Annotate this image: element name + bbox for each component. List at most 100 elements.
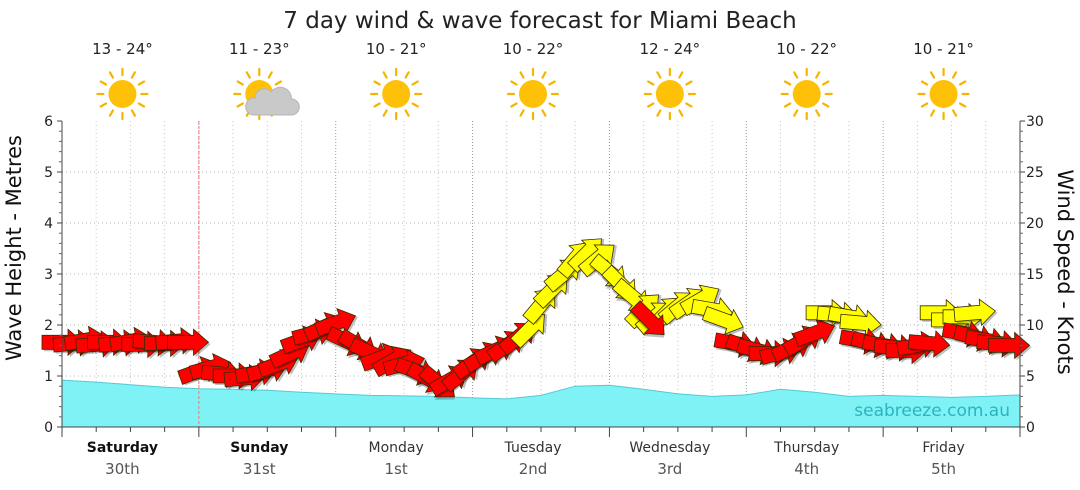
cloud-shape — [245, 86, 300, 116]
sun-ray — [99, 102, 108, 108]
temp-label: 10 - 21° — [366, 40, 427, 58]
sun-ray — [404, 71, 410, 79]
sun-ray — [411, 80, 419, 86]
y-right-tick-label: 10 — [1026, 318, 1044, 334]
sun-ray — [920, 102, 929, 108]
y-left-tick-label: 0 — [44, 420, 53, 436]
wind-arrow-shape — [988, 331, 1031, 360]
sun-icon — [780, 67, 833, 121]
y-right-tick-label: 25 — [1026, 165, 1044, 181]
sun-ray — [108, 109, 115, 117]
day-name-label: Saturday — [87, 440, 158, 456]
y-right-tick-label: 30 — [1026, 114, 1044, 130]
sun-ray — [541, 109, 547, 117]
sun-ray — [274, 80, 283, 86]
sun-ray — [815, 71, 821, 79]
weather-icons — [96, 67, 970, 121]
wave-area — [62, 380, 1020, 427]
sun-ray — [951, 71, 958, 79]
wave-line — [61, 379, 1021, 400]
sun-ray — [382, 71, 388, 79]
sun-ray — [958, 102, 967, 108]
sun-ray — [647, 102, 655, 108]
watermark: seabreeze.com.au — [854, 401, 1010, 421]
sun-ray — [656, 71, 662, 79]
sun-ray — [678, 71, 684, 79]
temp-label: 10 - 22° — [503, 40, 564, 58]
sun-ray — [656, 109, 662, 117]
sun-ray — [822, 102, 830, 108]
day-date-label: 5th — [931, 460, 956, 478]
sun-ray — [685, 102, 693, 108]
chart-title: 7 day wind & wave forecast for Miami Bea… — [283, 8, 796, 34]
sun-ray — [548, 102, 556, 108]
y-left-tick-label: 4 — [44, 216, 53, 232]
y-right-tick-label: 15 — [1026, 267, 1044, 283]
sun-icon — [370, 67, 423, 121]
sun-ray — [783, 102, 792, 108]
sun-ray — [130, 71, 137, 79]
y-right-ticks: 0 5 10 15 20 25 30 — [1020, 114, 1044, 436]
y-left-ticks: 0 1 2 3 4 5 6 — [44, 114, 62, 436]
sun-ray — [929, 71, 936, 79]
sun-disc — [108, 80, 137, 108]
temp-label: 10 - 21° — [913, 40, 974, 58]
sun-ray — [137, 80, 146, 86]
sun-ray — [510, 102, 518, 108]
sun-ray — [951, 109, 958, 117]
day-date-label: 3rd — [657, 460, 682, 478]
sun-ray — [548, 80, 556, 86]
wind-arrow — [953, 298, 998, 328]
wind-arrow-shape — [953, 298, 996, 327]
sun-icon — [506, 67, 560, 121]
day-name-label: Wednesday — [629, 440, 710, 456]
sun-ray — [245, 71, 251, 79]
wind-arrow — [629, 300, 665, 338]
sun-cloud-icon — [233, 67, 300, 121]
wind-arrow-shape — [701, 305, 744, 335]
temp-label: 10 - 22° — [776, 40, 837, 58]
day-name-label: Thursday — [773, 440, 839, 456]
day-date-label: 4th — [794, 460, 819, 478]
sun-ray — [373, 80, 381, 86]
y-left-tick-label: 3 — [44, 267, 53, 283]
wind-arrow-shape — [792, 318, 836, 348]
x-day-labels: Saturday 30th Sunday 31st Monday 1st Tuesday 2n… — [87, 440, 965, 478]
sun-ray — [236, 102, 244, 108]
day-name-label: Monday — [369, 440, 424, 456]
y-left-tick-label: 5 — [44, 165, 53, 181]
y-right-axis-label: Wind Speed - Knots — [1053, 169, 1077, 374]
sun-ray — [382, 109, 388, 117]
day-name-label: Tuesday — [504, 440, 562, 456]
sun-ray — [958, 80, 967, 86]
sun-ray — [510, 80, 518, 86]
wind-arrow-shape — [167, 328, 210, 357]
y-left-tick-label: 2 — [44, 318, 53, 334]
sun-ray — [108, 71, 115, 79]
wind-arrow — [839, 309, 884, 339]
wind-arrow-shape — [839, 309, 882, 338]
sun-disc — [655, 80, 684, 108]
wind-arrow-shape — [907, 330, 951, 358]
sun-ray — [920, 80, 929, 86]
sun-icon — [917, 67, 970, 121]
day-date-label: 1st — [385, 460, 408, 478]
sun-ray — [130, 109, 137, 117]
sun-ray — [267, 71, 273, 79]
wind-arrow — [167, 328, 211, 358]
temp-label: 13 - 24° — [92, 40, 153, 58]
day-name-label: Friday — [922, 440, 964, 456]
sun-ray — [519, 71, 525, 79]
day-date-label: 2nd — [519, 460, 548, 478]
day-date-label: 30th — [105, 460, 139, 478]
sun-ray — [929, 109, 936, 117]
temp-label: 12 - 24° — [640, 40, 701, 58]
y-right-tick-label: 5 — [1026, 369, 1035, 385]
sun-disc — [929, 80, 958, 108]
y-right-tick-label: 20 — [1026, 216, 1044, 232]
sun-ray — [793, 109, 799, 117]
sun-ray — [815, 109, 821, 117]
sun-ray — [647, 80, 655, 86]
wave-series — [61, 379, 1021, 427]
